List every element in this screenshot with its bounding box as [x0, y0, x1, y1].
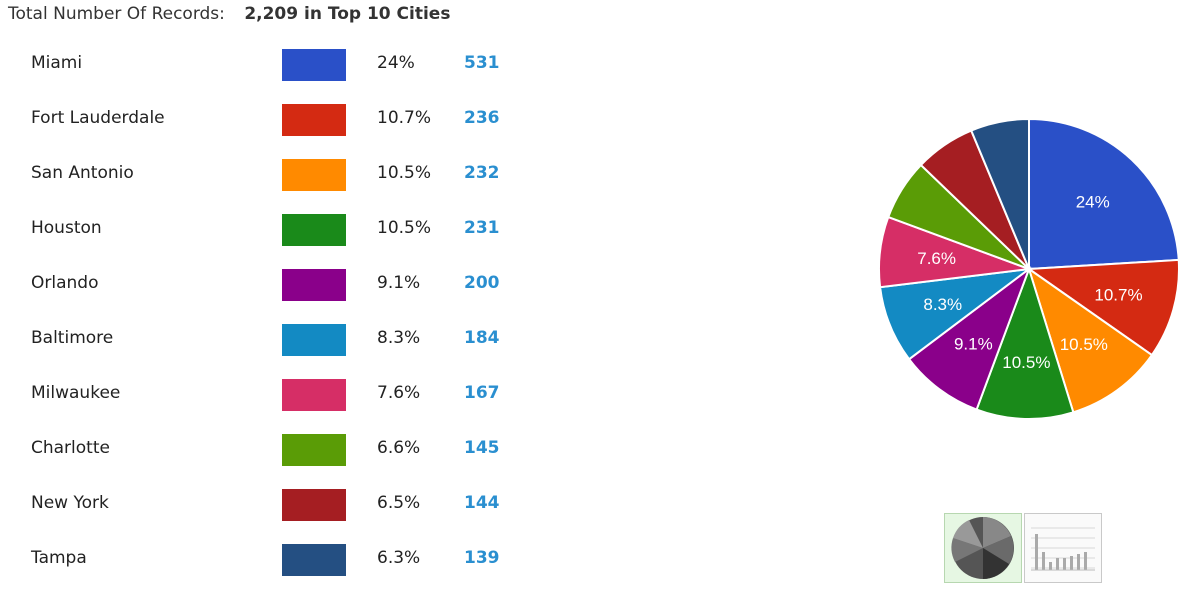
city-name: San Antonio — [31, 163, 134, 183]
count-value: 139 — [464, 548, 500, 568]
pie-slice[interactable] — [1027, 266, 1154, 414]
count-value: 184 — [464, 328, 500, 348]
color-swatch — [282, 104, 346, 136]
legend-row: Charlotte 6.6% 145 — [0, 434, 520, 466]
legend-row: Baltimore 8.3% 184 — [0, 324, 520, 356]
slice-label: 10.5% — [1060, 335, 1108, 354]
color-swatch — [282, 324, 346, 356]
legend-row: Milwaukee 7.6% 167 — [0, 379, 520, 411]
slice-label: 10.5% — [1002, 353, 1050, 372]
color-swatch — [282, 269, 346, 301]
color-swatch — [282, 489, 346, 521]
pie-slice[interactable] — [1028, 117, 1180, 271]
count-value: 236 — [464, 108, 500, 128]
count-value: 167 — [464, 383, 500, 403]
count-value: 144 — [464, 493, 500, 513]
legend-row: Miami 24% 531 — [0, 49, 520, 81]
count-value: 231 — [464, 218, 500, 238]
pie-slice[interactable] — [907, 266, 1032, 411]
percent-value: 6.6% — [377, 438, 421, 458]
color-swatch — [282, 379, 346, 411]
slice-label: 8.3% — [923, 295, 962, 314]
city-name: Miami — [31, 53, 83, 73]
percent-value: 10.7% — [377, 108, 432, 128]
city-name: Baltimore — [31, 328, 114, 348]
color-swatch — [282, 159, 346, 191]
percent-value: 8.3% — [377, 328, 421, 348]
city-name: Milwaukee — [31, 383, 121, 403]
pie-view-button[interactable] — [944, 513, 1022, 583]
chart-type-toggle — [944, 513, 1104, 583]
city-name: Tampa — [31, 548, 87, 568]
percent-value: 6.3% — [377, 548, 421, 568]
legend-row: Orlando 9.1% 200 — [0, 269, 520, 301]
slice-label: 24% — [1076, 192, 1110, 211]
count-value: 531 — [464, 53, 500, 73]
pie-chart-icon — [951, 517, 1014, 579]
pie-slice[interactable] — [975, 265, 1075, 420]
records-header: Total Number Of Records: 2,209 in Top 10… — [8, 4, 450, 24]
legend-row: Houston 10.5% 231 — [0, 214, 520, 246]
count-value: 232 — [464, 163, 500, 183]
legend-row: Tampa 6.3% 139 — [0, 544, 520, 576]
color-swatch — [282, 544, 346, 576]
slice-label: 9.1% — [954, 335, 993, 354]
percent-value: 6.5% — [377, 493, 421, 513]
legend-row: Fort Lauderdale 10.7% 236 — [0, 104, 520, 136]
count-value: 200 — [464, 273, 500, 293]
color-swatch — [282, 214, 346, 246]
city-name: New York — [31, 493, 109, 513]
color-swatch — [282, 49, 346, 81]
city-name: Orlando — [31, 273, 99, 293]
bar-chart-icon — [1031, 527, 1095, 571]
percent-value: 24% — [377, 53, 415, 73]
city-name: Fort Lauderdale — [31, 108, 165, 128]
city-name: Charlotte — [31, 438, 110, 458]
city-name: Houston — [31, 218, 102, 238]
pie-slice[interactable] — [969, 117, 1030, 270]
legend-row: New York 6.5% 144 — [0, 489, 520, 521]
percent-value: 7.6% — [377, 383, 421, 403]
color-swatch — [282, 434, 346, 466]
total-records-label: Total Number Of Records: — [8, 4, 225, 24]
percent-value: 10.5% — [377, 218, 432, 238]
slice-label: 7.6% — [917, 249, 956, 268]
legend-row: San Antonio 10.5% 232 — [0, 159, 520, 191]
percent-value: 9.1% — [377, 273, 421, 293]
slice-label: 10.7% — [1094, 285, 1142, 304]
percent-value: 10.5% — [377, 163, 432, 183]
pie-slice[interactable] — [1026, 258, 1181, 357]
total-records-value: 2,209 in Top 10 Cities — [244, 4, 451, 24]
bar-view-button[interactable] — [1024, 513, 1102, 583]
count-value: 145 — [464, 438, 500, 458]
